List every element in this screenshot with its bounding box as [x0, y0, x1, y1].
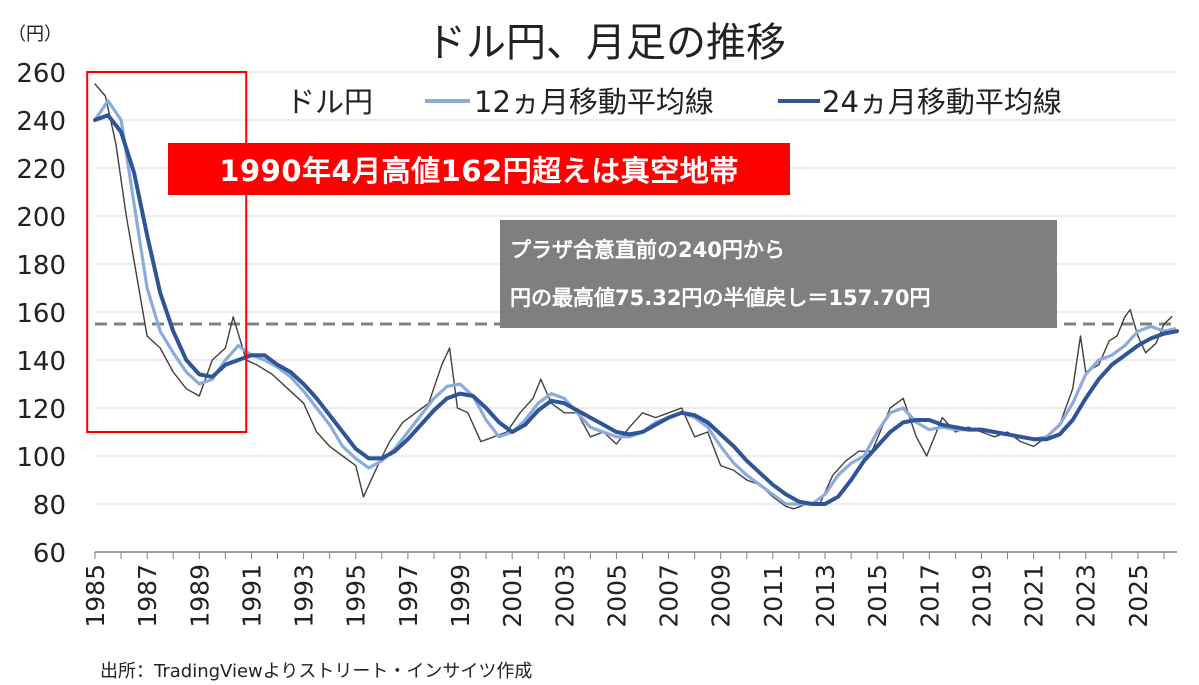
- x-tick-label: 2007: [655, 564, 684, 628]
- series-line-ma24: [93, 113, 1179, 506]
- callout-line-2: 円の最高値75.32円の半値戻し＝157.70円: [510, 286, 931, 310]
- legend-label-ma12: 12ヵ月移動平均線: [474, 85, 714, 119]
- x-tick-label: 2021: [1020, 564, 1049, 628]
- legend-label-usdjpy: ドル円: [286, 85, 373, 119]
- x-tick-label: 2019: [967, 564, 996, 628]
- x-tick-label: 2015: [863, 564, 892, 628]
- x-tick-label: 1997: [394, 564, 423, 628]
- y-tick-label: 240: [16, 107, 66, 137]
- y-tick-labels: 60 80 100 120 140 160 180 200 220 240 260: [16, 59, 66, 569]
- series-line-usdjpy: [94, 83, 1173, 510]
- x-tick-label: 2011: [759, 564, 788, 628]
- callout-line-1: プラザ合意直前の240円から: [510, 238, 785, 262]
- chart-title: ドル円、月足の推移: [426, 20, 786, 66]
- x-tick-label: 1991: [237, 564, 266, 628]
- callout-vacuum-zone: 1990年4月高値162円超えは真空地帯: [168, 143, 790, 195]
- x-tick-label: 1999: [446, 564, 475, 628]
- legend: ドル円 12ヵ月移動平均線 24ヵ月移動平均線: [286, 85, 1062, 119]
- x-tick-label: 2017: [915, 564, 944, 628]
- highlight-box-group: [86, 71, 248, 433]
- x-tick-label: 2013: [811, 564, 840, 628]
- x-tick-label: 2025: [1124, 564, 1153, 628]
- x-tick-label: 1993: [290, 564, 319, 628]
- x-tick-label: 2001: [498, 564, 527, 628]
- highlight-box: [86, 71, 248, 433]
- x-tick-label: 1989: [185, 564, 214, 628]
- x-tick-label: 2005: [602, 564, 631, 628]
- x-tick-label: 1995: [342, 564, 371, 628]
- y-tick-label: 200: [16, 203, 66, 233]
- series-group: [93, 83, 1179, 510]
- x-tick-label: 2003: [550, 564, 579, 628]
- y-tick-label: 260: [16, 59, 66, 89]
- y-tick-label: 120: [16, 395, 66, 425]
- y-tick-label: 140: [16, 347, 66, 377]
- y-tick-label: 100: [16, 443, 66, 473]
- callout-half-retracement: プラザ合意直前の240円から 円の最高値75.32円の半値戻し＝157.70円: [500, 220, 1057, 328]
- y-unit-label: （円）: [8, 24, 62, 45]
- y-tick-label: 60: [33, 539, 66, 569]
- x-tick-label: 1985: [81, 564, 110, 628]
- y-tick-label: 220: [16, 155, 66, 185]
- x-tick-label: 2023: [1072, 564, 1101, 628]
- y-tick-label: 160: [16, 299, 66, 329]
- x-tick-label: 1987: [133, 564, 162, 628]
- x-tick-labels: 1985 1987 1989 1991 1993 1995 1997 1999 2001 2003…: [81, 564, 1153, 628]
- source-note: 出所：TradingViewよりストリート・インサイツ作成: [100, 661, 532, 682]
- legend-label-ma24: 24ヵ月移動平均線: [822, 85, 1062, 119]
- y-tick-label: 80: [33, 491, 66, 521]
- x-tick-label: 2009: [707, 564, 736, 628]
- y-tick-label: 180: [16, 251, 66, 281]
